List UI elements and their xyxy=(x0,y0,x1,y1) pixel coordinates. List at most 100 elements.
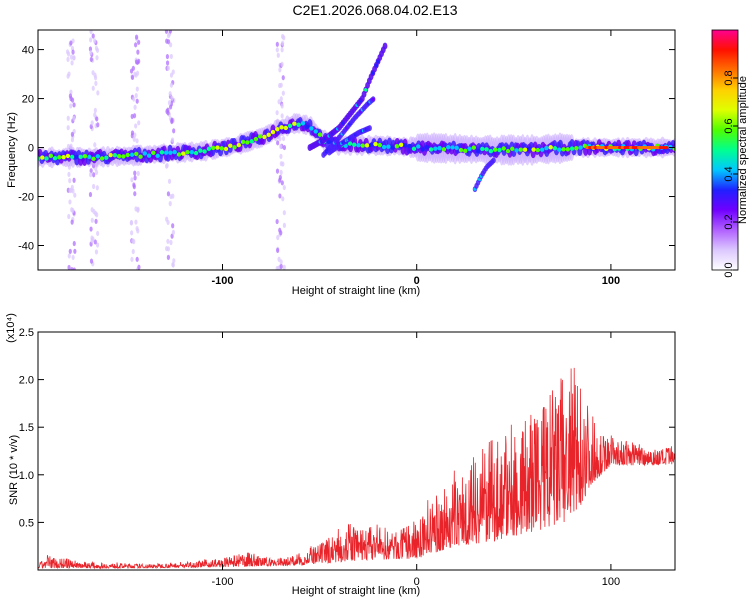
band-blob xyxy=(360,143,365,148)
band-blob xyxy=(181,151,186,156)
band-blob xyxy=(296,122,301,127)
band-blob xyxy=(454,145,459,151)
spectrogram-frame xyxy=(37,29,676,271)
x-tick-label: -100 xyxy=(211,576,233,588)
band-blob xyxy=(569,146,575,151)
band-blob xyxy=(228,143,233,148)
band-blob xyxy=(381,144,387,150)
band-blob xyxy=(134,151,139,157)
band-blob xyxy=(223,146,229,152)
y-tick-label: 0.5 xyxy=(19,517,34,529)
band-blob xyxy=(424,145,430,150)
spectrogram-panel: -100 0 100 -40 -20 0 20 40 Frequency (Hz) Heigh… xyxy=(6,29,676,297)
colorbar: 0.0 0.2 0.4 0.6 0.8 Normalized spectral ampl… xyxy=(711,29,749,278)
band-blob xyxy=(484,147,489,152)
band-blob xyxy=(403,143,408,148)
band-blob xyxy=(121,154,126,159)
band-blob xyxy=(219,146,224,151)
branch-streak xyxy=(327,125,372,156)
band-blob xyxy=(505,148,511,154)
band-blob xyxy=(155,153,160,159)
band-blob xyxy=(146,153,152,158)
band-blob xyxy=(539,147,545,152)
band-blob xyxy=(236,142,242,148)
band-blob xyxy=(253,136,259,142)
colorbar-tick-label: 0.6 xyxy=(723,118,735,133)
band-blob xyxy=(40,155,45,160)
band-blob xyxy=(168,150,173,155)
y-tick-label: 1.0 xyxy=(19,470,34,482)
band-blob xyxy=(373,141,378,147)
band-blob xyxy=(364,143,370,148)
band-blob xyxy=(531,147,536,152)
snr-series-line xyxy=(38,367,675,570)
y-tick-label: 20 xyxy=(22,94,34,106)
band-blob xyxy=(386,144,391,149)
band-blob xyxy=(99,156,105,161)
band-blob xyxy=(275,126,280,132)
x-tick-label: 0 xyxy=(414,576,420,588)
band-blob xyxy=(129,152,135,157)
band-blob xyxy=(480,146,485,152)
band-blob xyxy=(309,126,314,131)
band-blob xyxy=(262,134,267,140)
vertical-streak xyxy=(275,33,287,270)
rising-streak xyxy=(307,42,388,151)
band-blob xyxy=(548,145,553,150)
colorbar-ticks: 0.0 0.2 0.4 0.6 0.8 xyxy=(723,70,738,278)
band-blob xyxy=(433,146,438,151)
y-tick-label: 1.5 xyxy=(19,422,34,434)
band-blob xyxy=(198,148,203,153)
band-blob xyxy=(398,142,404,148)
band-blob xyxy=(69,154,75,160)
band-blob xyxy=(112,153,118,158)
band-blob xyxy=(74,154,79,160)
band-blob xyxy=(488,148,494,154)
band-blob xyxy=(428,147,434,152)
band-blob xyxy=(104,155,109,160)
y-tick-label: -20 xyxy=(18,192,34,204)
branch-streak xyxy=(321,96,376,158)
spectrogram-ylabel: Frequency (Hz) xyxy=(6,112,18,188)
band-blob xyxy=(189,150,195,155)
band-blob xyxy=(347,141,353,146)
band-blob xyxy=(210,145,216,151)
band-blob xyxy=(249,139,254,144)
band-blob xyxy=(522,147,528,152)
band-blob xyxy=(561,147,566,152)
band-blob xyxy=(471,145,477,150)
band-blob xyxy=(450,145,455,150)
band-blob xyxy=(283,125,289,131)
band-blob xyxy=(390,145,395,150)
band-blob xyxy=(266,132,271,138)
band-blob xyxy=(91,156,96,162)
band-blob xyxy=(108,152,113,158)
snr-frame xyxy=(37,331,676,571)
band-blob xyxy=(394,143,400,149)
band-blob xyxy=(245,140,250,145)
x-tick-label: 0 xyxy=(414,275,420,287)
x-tick-label: -100 xyxy=(211,275,233,287)
band-blob xyxy=(287,123,293,129)
spectrogram-xlabel: Height of straight line (km) xyxy=(292,285,420,297)
x-tick-label: 100 xyxy=(602,275,620,287)
band-blob xyxy=(300,121,306,126)
band-blob xyxy=(206,146,212,152)
snr-scale-label: (x10⁴) xyxy=(5,313,17,343)
colorbar-tick-label: 0.4 xyxy=(723,166,735,181)
band-blob xyxy=(240,139,246,145)
chart-title: C2E1.2026.068.04.02.E13 xyxy=(292,2,457,18)
snr-plot-area xyxy=(38,332,675,570)
band-blob xyxy=(445,145,451,150)
band-blob xyxy=(57,155,62,160)
band-blob xyxy=(565,147,570,152)
band-blob xyxy=(215,145,220,150)
spectrogram-ticks: -100 0 100 -40 -20 0 20 40 xyxy=(18,30,675,287)
band-blob xyxy=(159,150,165,155)
band-blob xyxy=(441,147,447,152)
colorbar-tick-label: 0.8 xyxy=(723,70,735,85)
band-blob xyxy=(501,146,506,151)
band-blob xyxy=(574,146,579,151)
band-blob xyxy=(87,154,92,160)
